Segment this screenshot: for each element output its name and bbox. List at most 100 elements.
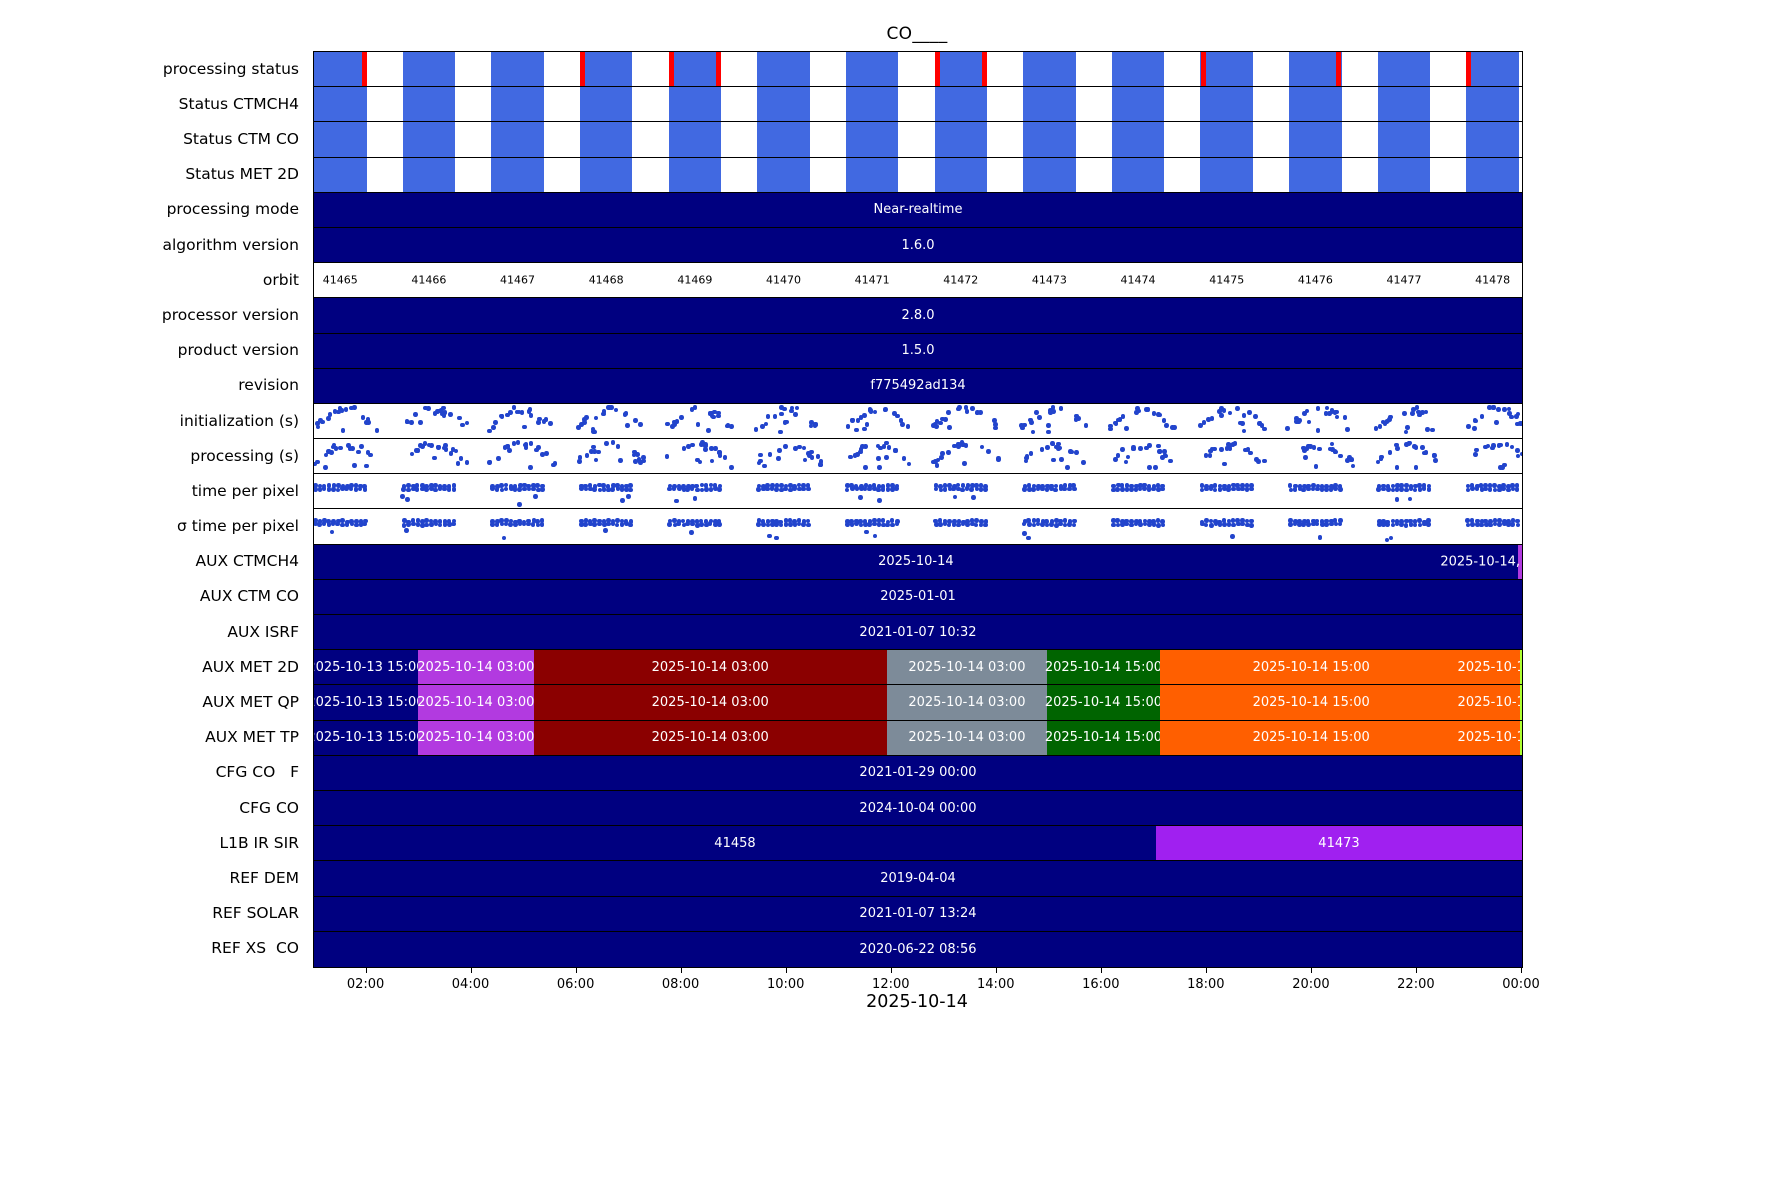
scatter-dot (1398, 483, 1404, 488)
scatter-dot (1473, 452, 1478, 457)
scatter-dot (1051, 409, 1056, 414)
scatter-dot (406, 519, 411, 525)
scatter-dot (487, 428, 492, 434)
scatter-dot (1217, 487, 1223, 492)
scatter-dot (778, 405, 784, 411)
error-mark (669, 52, 675, 87)
scatter-dot (1023, 458, 1029, 464)
scatter-dot (855, 452, 860, 457)
scatter-dot (1338, 518, 1343, 523)
status-block (668, 122, 722, 157)
scatter-dot (894, 486, 900, 491)
scatter-dot (610, 521, 616, 527)
scatter-dot (1073, 417, 1079, 422)
scatter-dot (362, 521, 367, 527)
scatter-dot (689, 407, 695, 412)
scatter-dot (1134, 410, 1139, 415)
scatter-dot (499, 414, 505, 420)
scatter-dot (867, 518, 873, 524)
scatter-dot (797, 444, 802, 450)
scatter-dot (1249, 522, 1254, 528)
scatter-dot (1146, 484, 1152, 489)
segment: 2025-10-14 15:00 (1159, 720, 1463, 755)
scatter-dot (517, 521, 523, 527)
status-block (1466, 157, 1519, 192)
scatter-dot (428, 483, 434, 489)
scatter-dot (1338, 453, 1343, 459)
scatter-dot (1124, 482, 1130, 488)
scatter-dot (1160, 483, 1165, 489)
timeline-row (314, 122, 1522, 158)
scatter-dot (526, 483, 531, 489)
scatter-dot (441, 484, 447, 489)
scatter-dot (1048, 410, 1053, 415)
status-block (1466, 87, 1519, 122)
scatter-dot (579, 486, 584, 492)
scatter-dot (978, 487, 984, 492)
scatter-dot (706, 428, 711, 433)
scatter-dot (858, 486, 864, 491)
scatter-dot (1020, 425, 1025, 431)
scatter-dot (1142, 482, 1148, 488)
scatter-dot (862, 519, 868, 524)
scatter-dot (758, 452, 763, 458)
scatter-dot (519, 410, 525, 415)
scatter-dot (956, 441, 962, 447)
status-block (1200, 52, 1253, 87)
scatter-dot (503, 482, 509, 488)
scatter-dot (876, 456, 881, 461)
scatter-dot (1330, 447, 1335, 452)
scatter-dot (1292, 519, 1298, 524)
scatter-dot (1081, 460, 1086, 465)
scatter-dot (794, 405, 800, 411)
scatter-dot (1422, 521, 1427, 527)
scatter-dot (611, 482, 616, 488)
scatter-dot (1164, 423, 1169, 429)
scatter-dot (1155, 518, 1161, 523)
scatter-dot (1304, 445, 1310, 451)
scatter-dot (360, 415, 366, 420)
scatter-dot (982, 522, 988, 528)
scatter-dot (787, 518, 793, 523)
scatter-dot (539, 483, 545, 489)
error-mark (1466, 52, 1472, 87)
status-block (1466, 122, 1519, 157)
scatter-dot (685, 483, 691, 489)
scatter-dot (889, 483, 895, 488)
scatter-dot (615, 483, 620, 488)
orbit-number: 41475 (1209, 273, 1245, 287)
scatter-dot (451, 483, 457, 488)
scatter-dot (1337, 521, 1343, 527)
scatter-dot (1226, 522, 1232, 527)
scatter-dot (340, 522, 345, 528)
scatter-dot (787, 483, 793, 488)
scatter-dot (1412, 519, 1418, 524)
scatter-dot (1333, 486, 1338, 492)
scatter-dot (1067, 483, 1073, 488)
scatter-dot (493, 420, 498, 425)
scatter-dot (774, 535, 779, 541)
scatter-dot (1111, 522, 1116, 528)
scatter-dot (872, 486, 877, 491)
scatter-dot (330, 521, 336, 527)
scatter-dot (1153, 465, 1158, 470)
scatter-dot (1076, 416, 1082, 421)
scatter-dot (772, 414, 778, 419)
scatter-dot (1120, 486, 1125, 492)
scatter-dot (1231, 482, 1236, 488)
scatter-dot (1040, 486, 1045, 492)
scatter-dot (1431, 453, 1437, 458)
scatter-dot (1039, 447, 1045, 452)
segment: 41458 (314, 826, 1156, 861)
segment-label: 2025-10-13 15:00 (314, 695, 425, 711)
scatter-dot (1247, 450, 1253, 456)
scatter-dot (508, 483, 514, 489)
scatter-dot (708, 487, 714, 492)
scatter-dot (667, 518, 673, 524)
scatter-dot (1083, 423, 1089, 428)
scatter-dot (414, 487, 420, 492)
scatter-dot (640, 454, 646, 460)
scatter-dot (974, 486, 980, 492)
scatter-dot (610, 487, 616, 492)
